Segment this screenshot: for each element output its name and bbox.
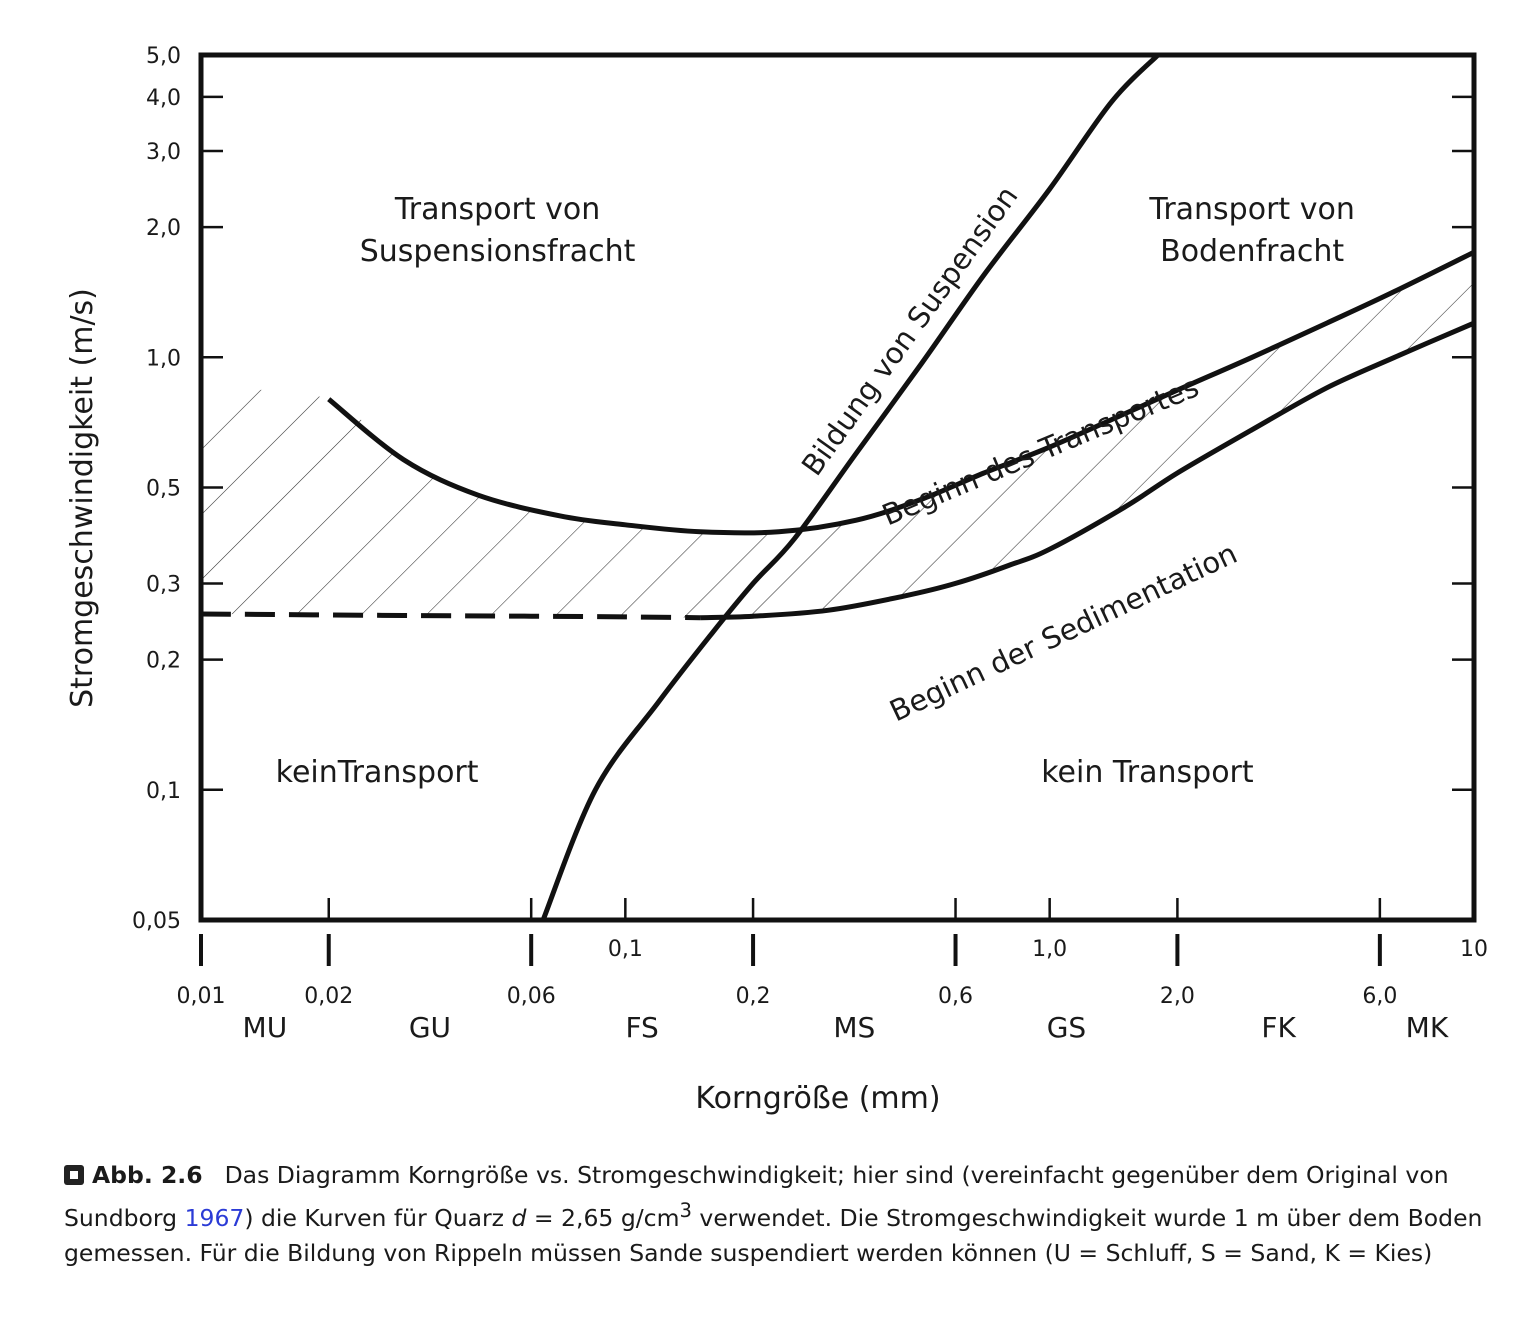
region-label: Transport von [1148,192,1354,227]
figure-caption: Abb. 2.6 Das Diagramm Korngröße vs. Strom… [64,1158,1504,1271]
y-tick-label: 3,0 [146,140,181,165]
x-tick-label-upper: 1,0 [1032,937,1067,962]
caption-year-link[interactable]: 1967 [184,1203,245,1232]
hatched-band [201,252,1474,618]
caption-superscript: 3 [679,1199,692,1222]
caption-text-3: = 2,65 g/cm [526,1203,680,1232]
grain-class-ms: MS [833,1011,875,1044]
y-tick-label: 0,3 [146,572,181,597]
caption-text-4: verwendet. Die Stromgeschwindigkeit wurd… [64,1203,1483,1267]
region-label: Bodenfracht [1160,234,1344,269]
y-tick-label: 5,0 [146,44,181,69]
curve-beginn-des-transportes [327,249,1474,536]
x-tick-label-lower: 0,02 [304,984,353,1009]
y-tick-label: 0,05 [132,909,181,934]
curve-dashed-extension [201,611,701,621]
grain-class-gu: GU [409,1011,451,1044]
curve-label: Bildung von Suspension [795,180,1025,482]
y-tick-label: 1,0 [146,346,181,371]
grain-class-fk: FK [1261,1011,1296,1044]
y-tick-label: 0,5 [146,477,181,502]
grain-class-gs: GS [1047,1011,1086,1044]
x-tick-label-lower: 6,0 [1362,984,1397,1009]
region-label: Transport von [394,192,600,227]
caption-label: Abb. 2.6 [92,1161,203,1189]
y-tick-label: 0,2 [146,649,181,674]
caption-text-2: ) die Kurven für Quarz [244,1203,512,1232]
y-tick-label: 0,1 [146,779,181,804]
region-label: kein Transport [1041,755,1254,790]
curve-beginn-der-sedimentation [700,320,1474,621]
x-axis-title: Korngröße (mm) [695,1081,940,1116]
x-tick-label-lower: 2,0 [1160,984,1195,1009]
caption-symbol: d [511,1203,527,1232]
x-tick-label-lower: 0,01 [177,984,226,1009]
y-axis-title: Stromgeschwindigkeit (m/s) [65,288,100,708]
caption-box-icon [64,1165,84,1185]
x-tick-label-lower: 0,2 [736,984,771,1009]
curve-bildung-von-suspension [540,55,1160,920]
grain-class-mu: MU [243,1011,288,1044]
grain-class-mk: MK [1406,1011,1449,1044]
y-tick-label: 2,0 [146,216,181,241]
x-tick-label-lower: 0,6 [938,984,973,1009]
caption-text-1: Das Diagramm Korngröße vs. Stromgeschwin… [64,1161,1449,1232]
y-tick-label: 4,0 [146,86,181,111]
x-tick-label-lower: 0,06 [507,984,556,1009]
x-tick-label-upper: 10 [1460,937,1488,962]
x-tick-label-upper: 0,1 [608,937,643,962]
region-label: keinTransport [276,755,479,790]
grain-size-velocity-chart: 5,0 4,0 3,0 2,0 1,0 0,5 0,3 0,2 0,1 0,05 0,1 1,0 10… [65,44,1488,1116]
grain-class-fs: FS [625,1011,658,1044]
region-label: Suspensionsfracht [360,234,636,269]
